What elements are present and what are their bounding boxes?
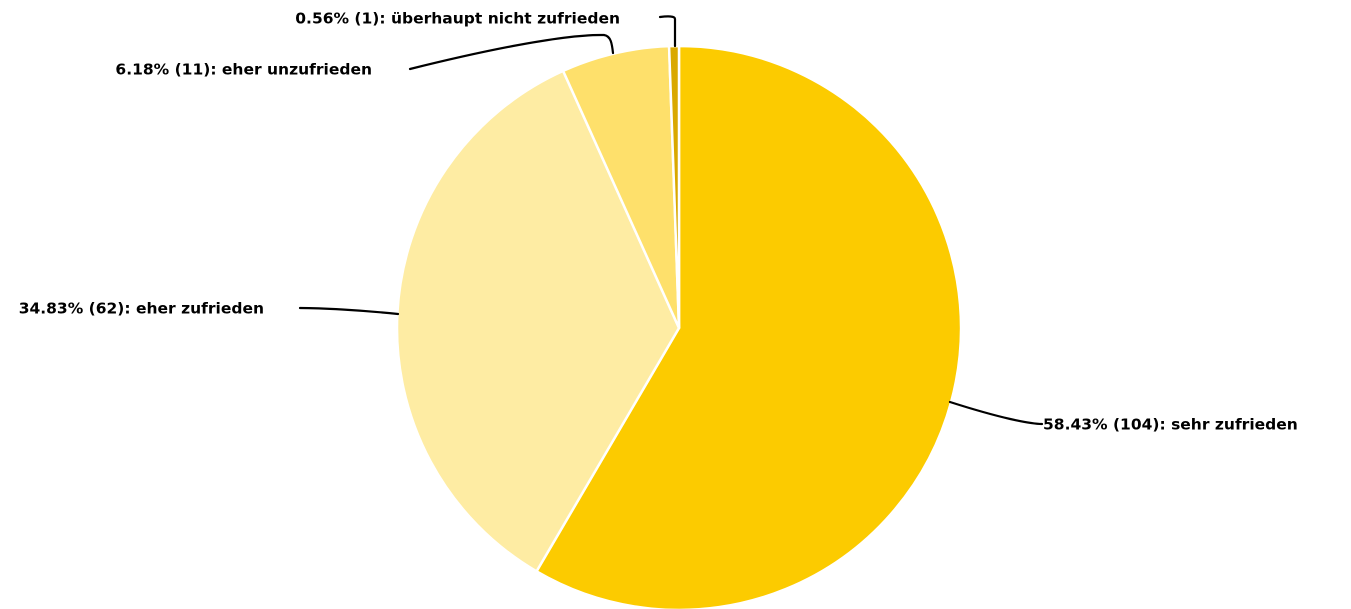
leader-line-eher-unzufrieden xyxy=(408,33,615,71)
leader-line-sehr-zufrieden xyxy=(948,400,1044,426)
pie-slices xyxy=(395,44,963,609)
leader-line-eher-zufrieden xyxy=(298,306,400,316)
slice-label-ueberhaupt-nicht-zufrieden: 0.56% (1): überhaupt nicht zufrieden xyxy=(295,10,620,28)
leader-lines xyxy=(298,15,1044,426)
slice-labels: 58.43% (104): sehr zufrieden 34.83% (62):… xyxy=(19,10,1298,434)
leader-line-ueberhaupt-nicht-zufrieden xyxy=(658,15,677,48)
slice-label-eher-zufrieden: 34.83% (62): eher zufrieden xyxy=(19,300,264,318)
slice-label-sehr-zufrieden: 58.43% (104): sehr zufrieden xyxy=(1043,416,1298,434)
slice-label-eher-unzufrieden: 6.18% (11): eher unzufrieden xyxy=(115,61,372,79)
